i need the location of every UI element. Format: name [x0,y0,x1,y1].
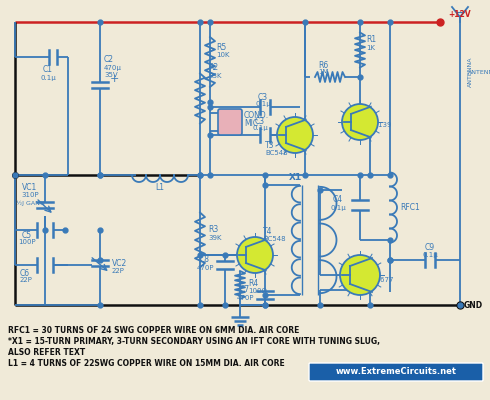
Text: 0.1µ: 0.1µ [330,205,346,211]
Text: 22P: 22P [112,268,125,274]
Text: 100Ω: 100Ω [248,288,267,294]
Text: GND: GND [464,300,483,310]
Text: COND.: COND. [244,112,269,120]
Text: X1: X1 [289,172,302,182]
Text: 470µ: 470µ [104,65,122,71]
Text: MIC: MIC [244,120,258,128]
Text: 35V: 35V [104,72,118,78]
Text: C4: C4 [333,196,343,204]
Text: 0.1µ: 0.1µ [252,125,268,131]
Text: T4: T4 [263,226,272,236]
Text: R2: R2 [208,62,218,72]
Text: R6: R6 [318,60,328,70]
Text: C9: C9 [425,244,435,252]
Text: ½J GANG: ½J GANG [16,200,45,206]
Text: RFC1 = 30 TURNS OF 24 SWG COPPER WIRE ON 6MM DIA. AIR CORE: RFC1 = 30 TURNS OF 24 SWG COPPER WIRE ON… [8,326,299,335]
Text: BD139: BD139 [368,122,392,128]
Text: R4: R4 [248,278,258,288]
Text: C2: C2 [104,56,114,64]
Text: T1: T1 [370,266,379,274]
Text: ALSO REFER TEXT: ALSO REFER TEXT [8,348,85,357]
Text: T3: T3 [265,140,274,150]
Text: ANTENNA: ANTENNA [468,57,473,87]
Circle shape [277,117,313,153]
Text: VC1: VC1 [23,182,38,192]
Text: R1: R1 [366,36,376,44]
Text: ANTENNA: ANTENNA [468,70,490,74]
Text: 33K: 33K [208,73,221,79]
Text: +: + [226,112,234,122]
Text: C3: C3 [255,116,265,126]
Text: C1: C1 [43,66,53,74]
Text: C8: C8 [200,256,210,264]
Text: 100P: 100P [18,239,36,245]
Text: C3: C3 [258,92,268,102]
Text: +: + [110,74,120,84]
Text: BC548: BC548 [263,236,286,242]
Text: R3: R3 [208,226,218,234]
Text: 0.1µ: 0.1µ [422,252,438,258]
Text: 470P: 470P [236,295,254,301]
FancyBboxPatch shape [218,109,242,135]
Text: 39K: 39K [208,235,221,241]
Text: BC548: BC548 [265,150,288,156]
Text: BD677: BD677 [370,277,393,283]
Circle shape [237,237,273,273]
Text: C6: C6 [20,268,30,278]
Text: 0.1µ: 0.1µ [255,101,271,107]
Text: C5: C5 [22,230,32,240]
Text: 310P: 310P [21,192,39,198]
Text: L1: L1 [155,182,165,192]
Text: C7: C7 [240,286,250,294]
Circle shape [340,255,380,295]
Text: 22P: 22P [20,277,33,283]
FancyBboxPatch shape [309,363,483,381]
Text: R5: R5 [216,42,226,52]
Text: 1K: 1K [366,45,375,51]
Text: 1M: 1M [318,69,328,75]
Text: VC2: VC2 [112,258,127,268]
Text: +12V: +12V [448,10,470,19]
Text: RFC1: RFC1 [400,203,420,212]
Text: 470P: 470P [196,265,214,271]
Text: www.ExtremeCircuits.net: www.ExtremeCircuits.net [336,368,457,376]
Text: L1 = 4 TURNS OF 22SWG COPPER WIRE ON 15MM DIA. AIR CORE: L1 = 4 TURNS OF 22SWG COPPER WIRE ON 15M… [8,359,285,368]
Text: *X1 = 15-TURN PRIMARY, 3-TURN SECONDARY USING AN IFT CORE WITH TUNING SLUG,: *X1 = 15-TURN PRIMARY, 3-TURN SECONDARY … [8,337,380,346]
Text: 10K: 10K [216,52,229,58]
Text: T2: T2 [368,112,377,122]
Circle shape [342,104,378,140]
Text: 0.1µ: 0.1µ [40,75,56,81]
